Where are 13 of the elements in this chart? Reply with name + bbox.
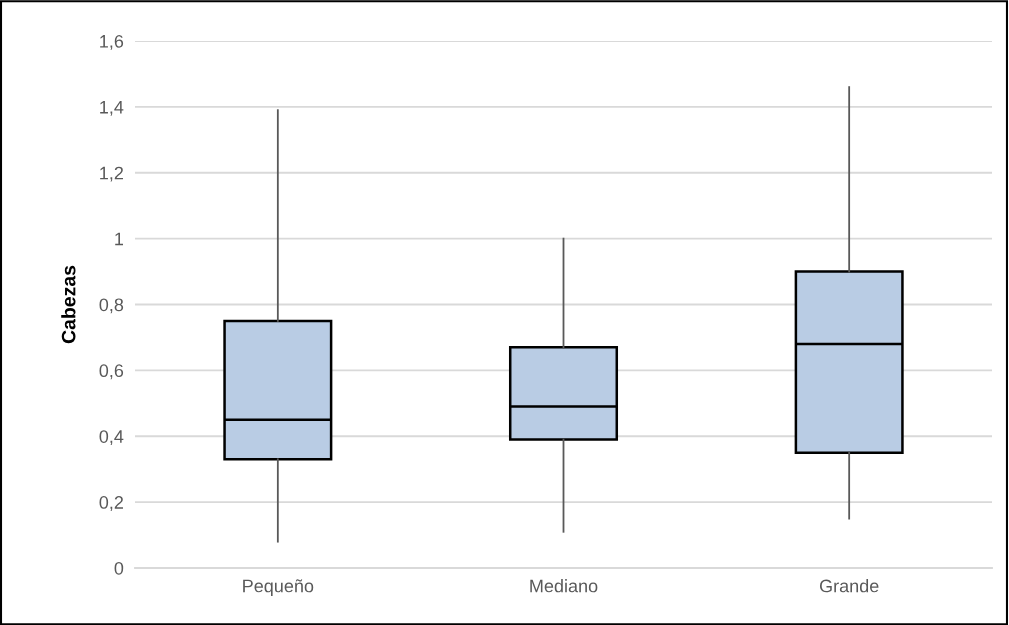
y-tick-label: 1 <box>115 232 124 246</box>
y-tick-label: 0,4 <box>99 430 124 446</box>
x-tick-label: Grande <box>819 579 879 593</box>
y-tick-label: 0,8 <box>99 298 124 314</box>
y-tick-label: 0,2 <box>99 496 123 511</box>
y-tick-label: 0 <box>114 561 124 575</box>
y-tick-label: 1,6 <box>100 34 124 50</box>
y-tick-label: 1,4 <box>100 101 124 116</box>
y-tick-label: 0,6 <box>99 364 124 380</box>
x-tick-label: Mediano <box>530 579 598 593</box>
y-axis-title: Cabezas <box>61 265 76 344</box>
y-tick-label: 1,2 <box>100 166 123 182</box>
x-tick-label: Pequeño <box>243 579 314 596</box>
